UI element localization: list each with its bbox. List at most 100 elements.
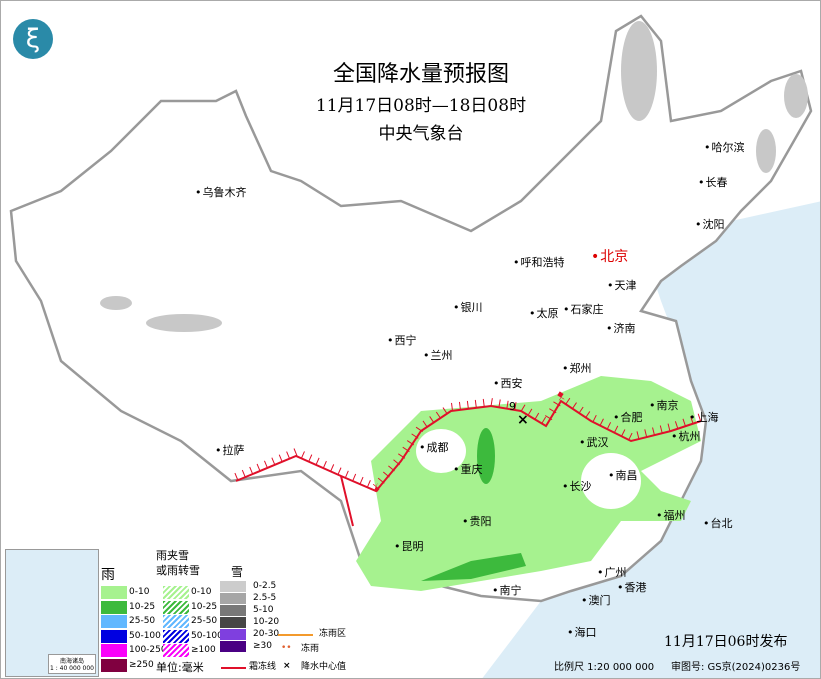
legend-label: 10-25 [129, 601, 156, 612]
legend-swatch [163, 644, 189, 657]
legend-swatch [220, 581, 246, 592]
freezing-rain-symbol: •• [281, 643, 292, 653]
legend-label: 0-10 [129, 587, 150, 597]
city-label: 天津 [607, 279, 637, 292]
city-label: 杭州 [671, 430, 701, 443]
city-label: 拉萨 [215, 444, 245, 457]
city-label: 石家庄 [563, 303, 604, 316]
legend-label: 25-50 [129, 616, 156, 626]
city-label: 南京 [649, 399, 679, 412]
precip-center-symbol: × [283, 661, 291, 671]
city-label: 台北 [703, 517, 733, 530]
city-label: 广州 [597, 566, 627, 579]
city-label: 长沙 [562, 480, 592, 493]
legend-label: ≥30 [253, 641, 272, 651]
precip-center-marker: × [517, 412, 529, 428]
city-label: 太原 [529, 307, 559, 320]
snow-area [756, 129, 776, 173]
legend-label: 冻雨区 [319, 629, 347, 639]
forecast-period: 11月17日08时—18日08时 [315, 96, 527, 116]
legend-label: 100-250 [129, 645, 167, 655]
legend-swatch [220, 617, 246, 628]
legend-rain-title: 雨 [101, 567, 115, 583]
city-label: 南宁 [492, 584, 522, 597]
city-label: 南昌 [608, 469, 638, 482]
legend-label: 25-50 [191, 616, 218, 626]
legend-swatch [163, 615, 189, 628]
legend-label: 2.5-5 [253, 593, 277, 603]
legend-label: 20-30 [253, 629, 280, 639]
city-label: 重庆 [453, 463, 483, 476]
legend-snow-title: 雪 [231, 565, 244, 579]
legend-swatch [101, 658, 127, 672]
city-label: 哈尔滨 [704, 141, 745, 154]
city-label: 郑州 [562, 362, 592, 375]
city-label: 沈阳 [695, 218, 725, 231]
legend-label: 降水中心值 [301, 662, 347, 672]
legend-swatch [163, 600, 189, 614]
legend-label: ≥250 [129, 659, 154, 670]
legend-label: ≥100 [191, 645, 216, 655]
legend-swatch [101, 586, 127, 599]
city-label: 香港 [617, 581, 647, 594]
city-label: 福州 [656, 509, 686, 522]
legend-label: 10-20 [253, 617, 280, 627]
sea [482, 201, 820, 678]
city-label: 贵阳 [462, 515, 492, 528]
legend-label: 0-2.5 [253, 581, 277, 591]
legend-label: 冻雨 [301, 644, 320, 654]
snow-area [621, 21, 657, 121]
map-title: 全国降水量预报图 [332, 62, 509, 87]
city-label: 北京 [591, 249, 628, 265]
legend-swatch [163, 586, 189, 599]
legend-label: 霜冻线 [249, 662, 277, 672]
legend-mixed-title: 或雨转雪 [156, 564, 200, 577]
frost-line-symbol [221, 667, 246, 669]
agency-name: 中央气象台 [378, 124, 464, 144]
legend-label: 10-25 [191, 601, 218, 612]
legend-swatch [101, 644, 127, 657]
city-label: 乌鲁木齐 [195, 186, 247, 199]
city-label: 呼和浩特 [513, 256, 565, 269]
city-label: 昆明 [394, 540, 424, 553]
city-label: 澳门 [581, 594, 611, 607]
legend-unit: 单位:毫米 [156, 661, 204, 674]
cma-logo-icon: ξ [13, 19, 53, 59]
south-china-sea-inset: 南海诸岛 1 : 40 000 000 [5, 549, 99, 677]
city-label: 西安 [493, 377, 523, 390]
freezing-rain-area-line [278, 634, 313, 636]
precip-center-value: 9 [509, 400, 516, 413]
legend-swatch [220, 593, 246, 604]
snow-area [146, 314, 222, 332]
city-label: 海口 [567, 626, 597, 639]
map-scale: 比例尺 1:20 000 000 [554, 662, 655, 673]
legend-swatch [101, 629, 127, 643]
city-label: 成都 [419, 441, 449, 454]
city-label: 合肥 [613, 411, 643, 424]
city-label: 济南 [606, 322, 636, 335]
city-label: 兰州 [423, 349, 453, 362]
legend-label: 50-100 [191, 630, 223, 641]
legend-swatch [163, 629, 189, 643]
legend-label: 5-10 [253, 605, 274, 615]
legend-swatch [220, 641, 246, 652]
approval-number: 审图号: GS京(2024)0236号 [671, 662, 801, 673]
city-label: 银川 [453, 301, 483, 314]
legend-swatch [101, 600, 127, 614]
rain-10-25-area [421, 553, 526, 581]
inset-title: 南海诸岛 [59, 658, 84, 665]
city-label: 长春 [698, 176, 728, 189]
snow-area [784, 74, 808, 118]
city-label: 武汉 [579, 436, 609, 449]
legend-swatch [220, 605, 246, 616]
legend-swatch [101, 615, 127, 628]
legend-swatch [220, 629, 246, 640]
city-label: 西宁 [387, 334, 417, 347]
legend-label: 50-100 [129, 630, 161, 641]
snow-area [100, 296, 132, 310]
inset-scale: 1 : 40 000 000 [49, 665, 94, 672]
city-label: 上海 [689, 411, 719, 424]
issued-time: 11月17日06时发布 [664, 634, 788, 650]
